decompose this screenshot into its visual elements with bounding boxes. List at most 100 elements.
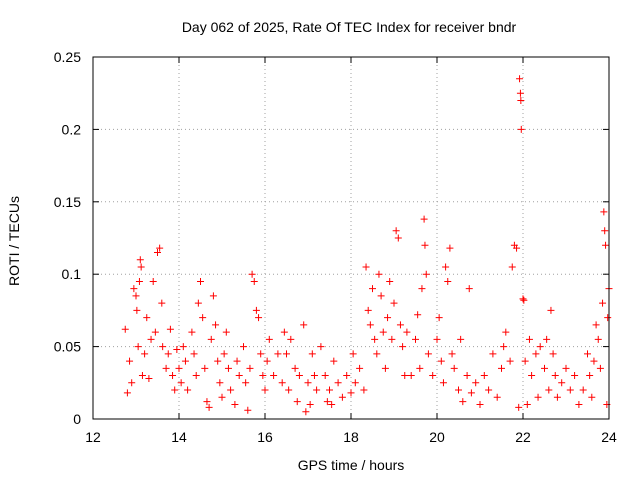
data-point	[184, 386, 192, 394]
y-axis-label: ROTI / TECUs	[6, 196, 22, 286]
y-tick-label: 0.25	[54, 49, 81, 65]
data-point	[517, 125, 525, 133]
data-point	[255, 314, 263, 322]
data-point	[154, 248, 161, 256]
data-point	[351, 379, 359, 387]
data-point	[343, 372, 351, 380]
data-point	[439, 379, 447, 387]
data-point	[194, 299, 202, 307]
data-point	[508, 263, 516, 271]
data-point	[317, 343, 325, 351]
data-point	[235, 372, 243, 380]
data-point	[446, 244, 454, 252]
data-point	[403, 328, 411, 336]
data-point	[377, 292, 385, 300]
data-point	[306, 401, 314, 409]
data-point	[231, 401, 239, 409]
data-point	[188, 328, 196, 336]
data-point	[571, 372, 579, 380]
data-point	[149, 277, 157, 285]
data-point	[321, 372, 329, 380]
data-point	[130, 285, 138, 293]
data-point	[244, 406, 252, 414]
data-point	[222, 328, 230, 336]
data-point	[287, 335, 295, 343]
data-point	[169, 372, 177, 380]
data-point	[476, 401, 484, 409]
data-point	[437, 357, 445, 365]
data-point	[373, 350, 381, 358]
data-point	[485, 386, 493, 394]
data-point	[444, 277, 452, 285]
data-point	[135, 277, 143, 285]
data-point	[534, 393, 542, 401]
x-tick-label: 12	[85, 429, 101, 445]
data-point	[586, 372, 594, 380]
data-point	[199, 314, 207, 322]
data-point	[528, 372, 536, 380]
data-point	[133, 306, 141, 314]
data-point	[265, 335, 273, 343]
data-point	[369, 285, 376, 293]
data-point	[371, 335, 379, 343]
data-point	[516, 75, 524, 83]
data-point	[212, 321, 220, 329]
data-point	[201, 364, 209, 372]
x-tick-label: 14	[171, 429, 187, 445]
data-point	[141, 350, 149, 358]
data-point	[601, 227, 609, 235]
data-point	[278, 379, 286, 387]
data-point	[364, 306, 372, 314]
data-point	[220, 350, 228, 358]
data-point	[366, 321, 374, 329]
data-point	[457, 335, 465, 343]
data-point	[390, 299, 398, 307]
data-point	[416, 364, 424, 372]
y-tick-label: 0	[73, 411, 81, 427]
data-point	[381, 364, 389, 372]
data-point	[134, 343, 142, 351]
data-point	[203, 398, 211, 406]
data-point	[429, 372, 437, 380]
x-tick-label: 16	[257, 429, 273, 445]
data-point	[532, 350, 540, 358]
data-point	[401, 372, 409, 380]
data-point	[123, 389, 131, 397]
x-axis-label: GPS time / hours	[298, 457, 405, 473]
data-point	[159, 343, 167, 351]
gridlines	[93, 57, 609, 419]
data-point	[224, 364, 232, 372]
data-point	[517, 96, 525, 104]
data-point	[549, 350, 557, 358]
data-point	[334, 379, 342, 387]
data-point	[304, 379, 312, 387]
data-point	[263, 357, 271, 365]
data-point	[257, 350, 265, 358]
data-point	[433, 335, 441, 343]
data-point	[551, 372, 559, 380]
data-point	[448, 350, 456, 358]
data-point	[388, 335, 396, 343]
data-point	[536, 343, 544, 351]
data-point	[472, 379, 480, 387]
data-point	[588, 393, 596, 401]
data-point	[308, 350, 316, 358]
data-point	[386, 277, 394, 285]
data-point	[323, 398, 331, 406]
data-point	[422, 270, 430, 278]
data-point	[261, 386, 269, 394]
data-point	[121, 325, 129, 333]
data-point	[338, 393, 346, 401]
data-point	[242, 379, 250, 387]
data-point	[594, 335, 602, 343]
y-tick-label: 0.1	[62, 266, 82, 282]
data-point	[543, 335, 551, 343]
y-tick-label: 0.2	[62, 121, 82, 137]
data-point	[166, 325, 174, 333]
data-point	[310, 372, 318, 380]
data-point	[515, 403, 523, 411]
data-point	[418, 285, 426, 293]
data-point	[158, 299, 166, 307]
data-point	[506, 357, 514, 365]
y-tick-label: 0.15	[54, 194, 81, 210]
